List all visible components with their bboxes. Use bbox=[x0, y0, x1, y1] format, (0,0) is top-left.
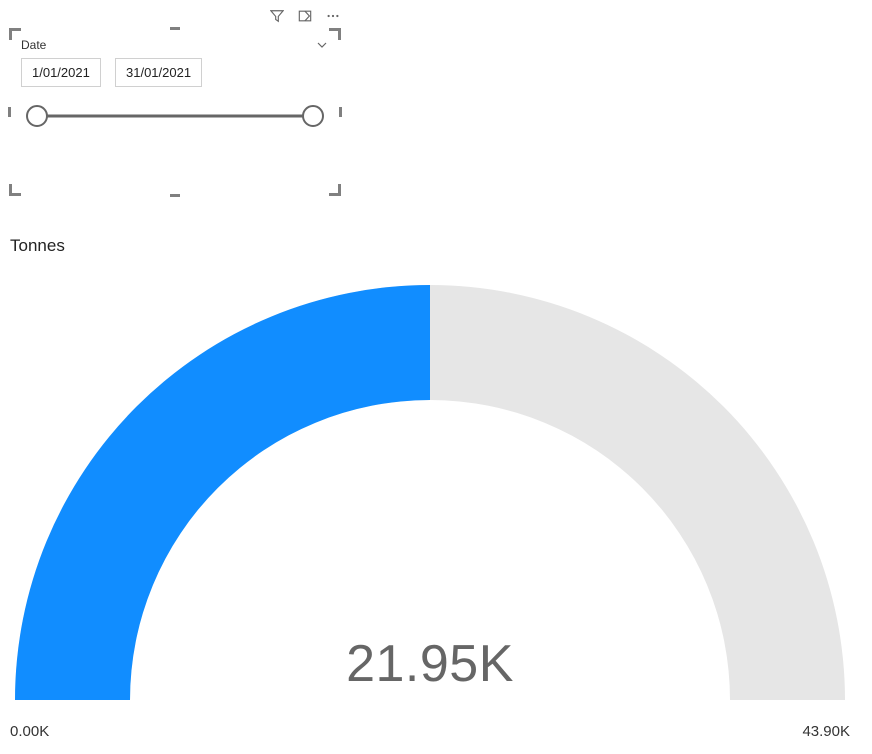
filter-icon[interactable] bbox=[269, 8, 285, 24]
date-inputs: 1/01/2021 31/01/2021 bbox=[21, 58, 329, 87]
slider-track bbox=[37, 115, 313, 118]
chevron-down-icon[interactable] bbox=[315, 38, 329, 52]
slicer-body: Date 1/01/2021 31/01/2021 bbox=[13, 32, 337, 192]
resize-handle-right[interactable] bbox=[339, 107, 342, 117]
slicer-title: Date bbox=[21, 38, 46, 52]
slicer-header: Date bbox=[21, 36, 329, 58]
gauge-title: Tonnes bbox=[10, 236, 852, 256]
gauge-min-label: 0.00K bbox=[10, 723, 49, 740]
gauge-area: 21.95K 0.00K 43.90K bbox=[10, 270, 850, 740]
resize-handle-bottom[interactable] bbox=[170, 194, 180, 197]
visual-toolbar bbox=[269, 8, 341, 24]
start-date-input[interactable]: 1/01/2021 bbox=[21, 58, 101, 87]
more-options-icon[interactable] bbox=[325, 8, 341, 24]
gauge-max-label: 43.90K bbox=[802, 723, 850, 740]
date-range-slider[interactable] bbox=[27, 101, 323, 131]
slider-handle-start[interactable] bbox=[26, 105, 48, 127]
resize-handle-top[interactable] bbox=[170, 27, 180, 30]
resize-handle-left[interactable] bbox=[8, 107, 11, 117]
slider-handle-end[interactable] bbox=[302, 105, 324, 127]
end-date-input[interactable]: 31/01/2021 bbox=[115, 58, 202, 87]
gauge-value-label: 21.95K bbox=[346, 634, 514, 694]
date-slicer-visual[interactable]: Date 1/01/2021 31/01/2021 bbox=[9, 28, 341, 196]
gauge-visual: Tonnes 21.95K 0.00K 43.90K bbox=[10, 236, 852, 740]
focus-mode-icon[interactable] bbox=[297, 8, 313, 24]
